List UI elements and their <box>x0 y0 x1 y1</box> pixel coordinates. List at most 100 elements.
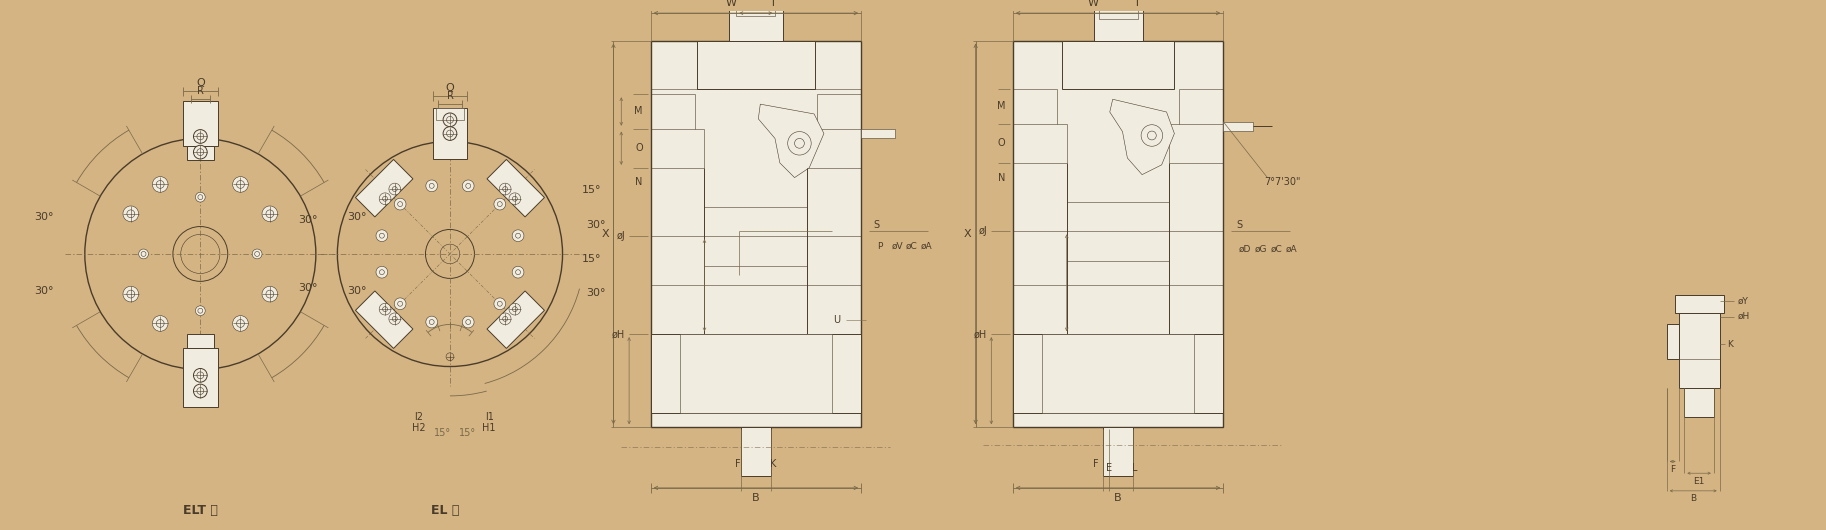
Circle shape <box>511 230 524 242</box>
Bar <box>862 129 895 138</box>
Circle shape <box>122 206 139 222</box>
Circle shape <box>509 193 520 205</box>
Text: O: O <box>635 143 643 153</box>
Text: F: F <box>1094 460 1099 470</box>
Circle shape <box>232 316 248 331</box>
Text: N: N <box>997 173 1004 182</box>
Circle shape <box>252 249 261 259</box>
Circle shape <box>444 113 456 127</box>
Circle shape <box>1141 125 1163 146</box>
Circle shape <box>195 306 205 315</box>
Text: øD: øD <box>1240 244 1251 253</box>
Text: E: E <box>1107 463 1112 473</box>
Circle shape <box>394 198 405 210</box>
Text: 30°: 30° <box>35 212 53 222</box>
Text: B: B <box>1114 493 1121 502</box>
Text: W: W <box>727 0 738 8</box>
Circle shape <box>173 226 228 281</box>
Polygon shape <box>183 348 217 407</box>
Circle shape <box>462 180 475 192</box>
Circle shape <box>194 368 206 382</box>
Text: øA: øA <box>920 242 933 251</box>
Bar <box>1094 2 1143 40</box>
Text: Q: Q <box>195 77 205 87</box>
Bar <box>1043 334 1194 412</box>
Text: øY: øY <box>1737 296 1747 305</box>
Bar <box>650 40 862 427</box>
Circle shape <box>261 286 278 302</box>
Text: F: F <box>736 460 741 470</box>
Text: øV: øV <box>891 242 904 251</box>
Circle shape <box>232 176 248 192</box>
Text: E1: E1 <box>1693 476 1705 485</box>
Bar <box>1684 388 1715 418</box>
Polygon shape <box>436 108 464 120</box>
Text: B: B <box>1691 494 1696 503</box>
Circle shape <box>389 183 400 195</box>
Circle shape <box>425 316 438 328</box>
Circle shape <box>493 198 506 210</box>
Circle shape <box>195 192 205 202</box>
Text: 30°: 30° <box>347 212 367 222</box>
Bar <box>1013 334 1223 412</box>
Polygon shape <box>1110 99 1174 175</box>
Text: øC: øC <box>1271 244 1282 253</box>
Text: øH: øH <box>1737 312 1749 321</box>
Text: N: N <box>635 178 643 188</box>
Text: 30°: 30° <box>298 283 318 293</box>
Circle shape <box>498 313 511 325</box>
Circle shape <box>509 303 520 315</box>
Bar <box>741 427 771 476</box>
Polygon shape <box>186 334 214 348</box>
Bar <box>1678 295 1720 388</box>
Polygon shape <box>356 160 413 217</box>
Bar <box>1061 40 1174 90</box>
Polygon shape <box>488 160 544 217</box>
Text: øG: øG <box>1254 244 1267 253</box>
Circle shape <box>261 206 278 222</box>
Text: F: F <box>1671 465 1674 474</box>
Bar <box>679 334 833 412</box>
Bar <box>698 40 814 90</box>
Bar <box>1667 324 1678 359</box>
Text: 15°: 15° <box>582 254 601 264</box>
Polygon shape <box>488 291 544 348</box>
Text: R: R <box>197 86 205 96</box>
Text: 15°: 15° <box>433 428 451 438</box>
Text: P: P <box>876 242 882 251</box>
Text: X: X <box>603 229 610 239</box>
Text: 30°: 30° <box>586 288 606 298</box>
Circle shape <box>511 266 524 278</box>
Text: O: O <box>997 138 1004 148</box>
Circle shape <box>444 127 456 140</box>
Text: l1: l1 <box>484 412 493 422</box>
Bar <box>1103 427 1132 476</box>
Circle shape <box>376 230 387 242</box>
Text: 30°: 30° <box>347 286 367 296</box>
Text: U: U <box>833 314 840 324</box>
Text: X: X <box>964 229 971 239</box>
Circle shape <box>380 193 391 205</box>
Text: 7°7'30": 7°7'30" <box>1264 178 1300 188</box>
Bar <box>1674 295 1724 313</box>
Circle shape <box>425 180 438 192</box>
Text: H2: H2 <box>413 423 425 433</box>
Text: øJ: øJ <box>617 231 624 241</box>
Text: 30°: 30° <box>35 286 53 296</box>
Text: K: K <box>771 460 776 470</box>
Polygon shape <box>183 101 217 146</box>
Circle shape <box>152 316 168 331</box>
Circle shape <box>122 286 139 302</box>
Circle shape <box>194 145 206 159</box>
Text: K: K <box>1727 340 1733 349</box>
Text: M: M <box>997 101 1004 111</box>
Text: 30°: 30° <box>586 219 606 229</box>
Text: 30°: 30° <box>298 215 318 225</box>
Bar <box>736 0 776 16</box>
Polygon shape <box>186 146 214 160</box>
Text: M: M <box>634 106 643 116</box>
Circle shape <box>440 244 460 264</box>
Circle shape <box>394 298 405 310</box>
Circle shape <box>493 298 506 310</box>
Circle shape <box>787 131 811 155</box>
